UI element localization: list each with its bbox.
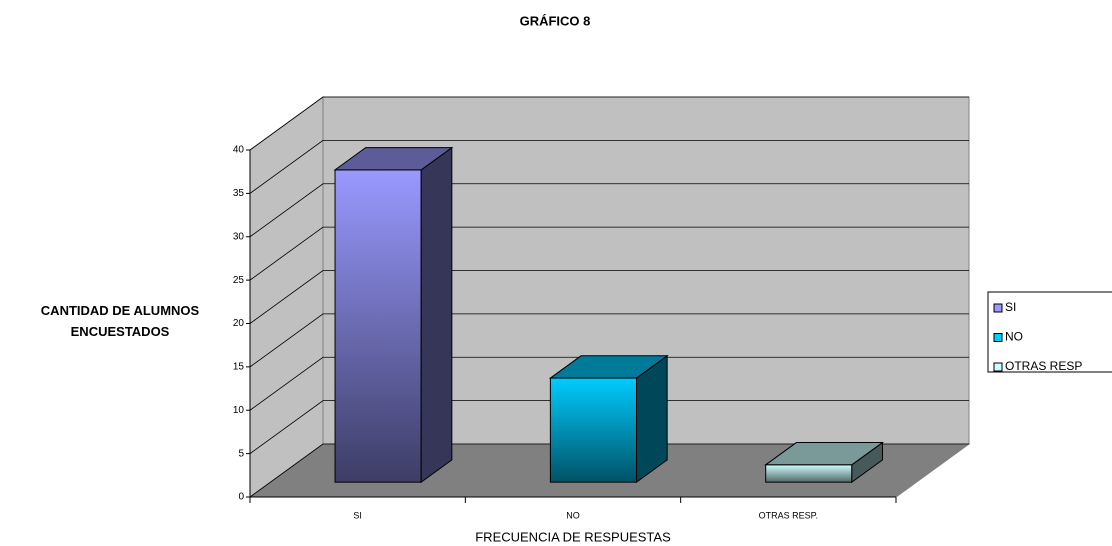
legend-label: NO bbox=[1005, 330, 1023, 344]
y-tick-label: 25 bbox=[233, 275, 245, 286]
bar-top bbox=[548, 355, 669, 379]
y-tick-label: 20 bbox=[233, 318, 245, 329]
bar-side bbox=[420, 146, 453, 484]
grid-line bbox=[249, 139, 969, 194]
y-tick-label: 30 bbox=[233, 231, 245, 242]
y-axis-title: CANTIDAD DE ALUMNOS ENCUESTADOS bbox=[40, 303, 200, 339]
bar-front bbox=[549, 377, 638, 483]
legend-box bbox=[987, 291, 1112, 373]
bar bbox=[764, 441, 885, 484]
grid-line bbox=[249, 183, 969, 238]
legend-swatch bbox=[993, 362, 1003, 372]
y-tick-label: 10 bbox=[233, 405, 245, 416]
bar bbox=[548, 354, 669, 484]
bar bbox=[333, 146, 454, 484]
grid-line bbox=[249, 443, 969, 498]
x-axis-title: FRECUENCIA DE RESPUESTAS bbox=[475, 529, 671, 544]
grid-line bbox=[249, 226, 969, 281]
bar-front bbox=[334, 169, 422, 483]
grid-line bbox=[249, 400, 969, 454]
bar-front bbox=[765, 464, 853, 483]
grid-line bbox=[249, 313, 969, 368]
grid-line bbox=[249, 270, 969, 324]
legend-label: SI bbox=[1005, 300, 1016, 314]
y-tick-label: 40 bbox=[233, 145, 245, 156]
legend-swatch bbox=[993, 303, 1003, 313]
y-tick-label: 35 bbox=[233, 188, 245, 199]
y-tick-label: 5 bbox=[238, 448, 244, 459]
y-tick-label: 0 bbox=[238, 492, 244, 503]
x-tick-label: SI bbox=[353, 510, 362, 520]
grid-line bbox=[249, 356, 969, 411]
legend-swatch bbox=[993, 333, 1003, 342]
y-tick-label: 15 bbox=[233, 362, 245, 373]
x-tick-label: OTRAS RESP. bbox=[759, 510, 818, 520]
legend-label: OTRAS RESP bbox=[1005, 359, 1082, 373]
x-tick-label: NO bbox=[566, 510, 580, 520]
grid-line bbox=[249, 96, 969, 151]
bar-top bbox=[333, 147, 454, 171]
bar-top bbox=[764, 442, 885, 466]
chart-title: GRÁFICO 8 bbox=[520, 13, 591, 28]
